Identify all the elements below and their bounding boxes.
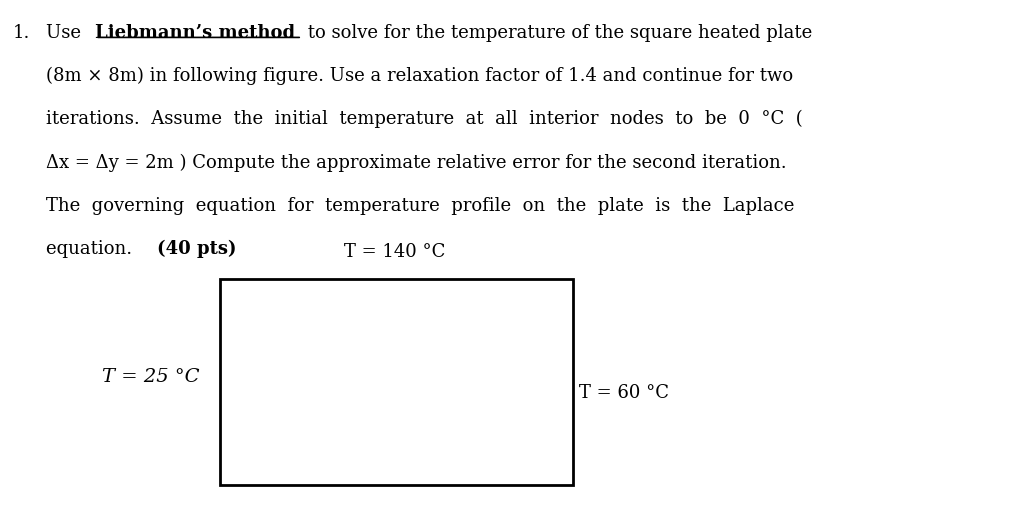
Bar	[220, 279, 573, 485]
Text: (40 pts): (40 pts)	[157, 240, 237, 258]
Text: T = 60 °C: T = 60 °C	[579, 384, 669, 402]
Text: T = 140 °C: T = 140 °C	[344, 243, 444, 261]
Text: 1.: 1.	[12, 24, 30, 42]
Text: Δx = Δy = 2m ) Compute the approximate relative error for the second iteration.: Δx = Δy = 2m ) Compute the approximate r…	[46, 153, 786, 172]
Text: iterations.  Assume  the  initial  temperature  at  all  interior  nodes  to  be: iterations. Assume the initial temperatu…	[46, 110, 803, 129]
Text: (8m × 8m) in following figure. Use a relaxation factor of 1.4 and continue for t: (8m × 8m) in following figure. Use a rel…	[46, 67, 794, 85]
Text: The  governing  equation  for  temperature  profile  on  the  plate  is  the  La: The governing equation for temperature p…	[46, 197, 795, 214]
Text: equation.: equation.	[46, 240, 138, 258]
Text: T = 25 °C: T = 25 °C	[102, 368, 200, 386]
Text: Liebmann’s method: Liebmann’s method	[95, 24, 295, 42]
Text: to solve for the temperature of the square heated plate: to solve for the temperature of the squa…	[302, 24, 812, 42]
Text: Use: Use	[46, 24, 87, 42]
